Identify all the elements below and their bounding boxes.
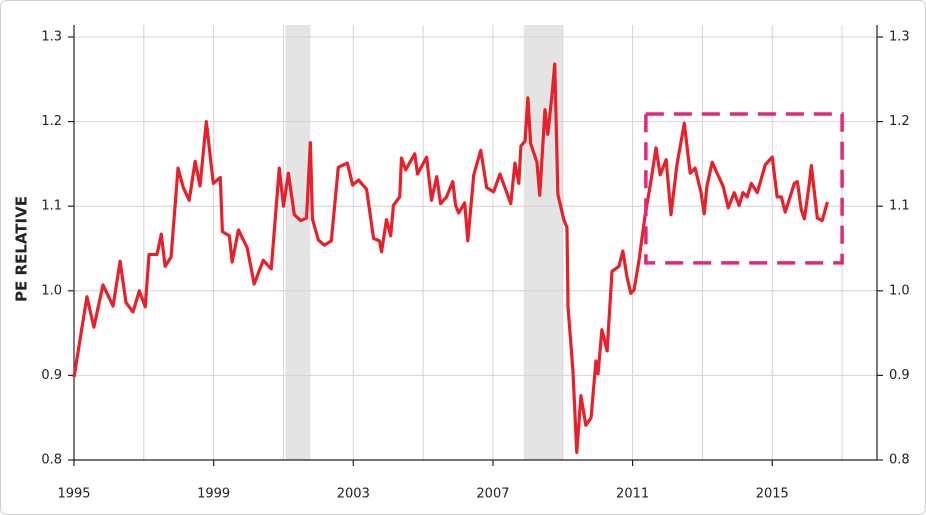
y-tick-label: 0.9 bbox=[41, 368, 62, 383]
x-tick-label: 2011 bbox=[616, 487, 649, 502]
y2-tick-label: 1.1 bbox=[889, 199, 910, 214]
x-tick-label: 2007 bbox=[476, 487, 509, 502]
y2-tick-label: 1.3 bbox=[889, 30, 910, 45]
x-tick-label: 2003 bbox=[337, 487, 370, 502]
y2-tick-label: 1.2 bbox=[889, 114, 910, 129]
x-tick-label: 1999 bbox=[197, 487, 230, 502]
pe-line bbox=[72, 62, 829, 454]
y-tick-label: 0.8 bbox=[41, 453, 62, 468]
y-tick-label: 1.2 bbox=[41, 114, 62, 129]
x-tick-label: 2015 bbox=[756, 487, 789, 502]
highlight-box bbox=[644, 112, 844, 265]
y-tick-label: 1.0 bbox=[41, 283, 62, 298]
y2-tick-label: 0.8 bbox=[889, 453, 910, 468]
y-tick-label: 1.1 bbox=[41, 199, 62, 214]
y2-tick-label: 0.9 bbox=[889, 368, 910, 383]
recession-band bbox=[285, 25, 311, 460]
y-axis-label: PE RELATIVE bbox=[13, 196, 31, 302]
x-tick-label: 1995 bbox=[57, 487, 90, 502]
y2-tick-label: 1.0 bbox=[889, 283, 910, 298]
y-tick-label: 1.3 bbox=[41, 30, 62, 45]
